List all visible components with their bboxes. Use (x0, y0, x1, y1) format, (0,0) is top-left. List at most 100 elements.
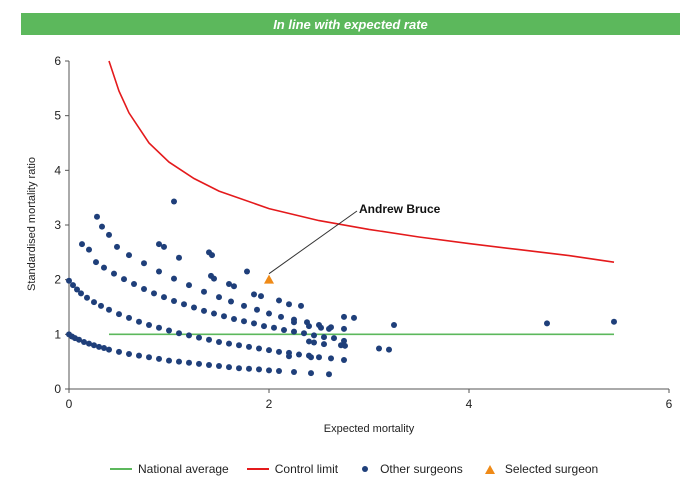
other-surgeons-swatch (362, 466, 369, 472)
other-surgeon-point (611, 318, 617, 325)
other-surgeon-point (114, 243, 120, 250)
other-surgeon-point (141, 260, 147, 267)
other-surgeon-point (291, 369, 297, 376)
x-tick-label: 0 (66, 397, 73, 411)
other-surgeon-point (70, 282, 76, 289)
other-surgeon-point (301, 330, 307, 337)
other-surgeon-point (126, 252, 132, 259)
other-surgeon-point (196, 334, 202, 341)
other-surgeon-point (209, 252, 215, 259)
other-surgeon-point (308, 354, 314, 361)
other-surgeon-point (93, 259, 99, 266)
other-surgeon-point (136, 318, 142, 325)
other-surgeon-point (106, 306, 112, 313)
other-surgeon-point (156, 324, 162, 331)
other-surgeon-point (216, 338, 222, 345)
other-surgeon-point (326, 325, 332, 332)
other-surgeon-point (246, 365, 252, 372)
selected-surgeon-point (264, 274, 274, 284)
other-surgeon-point (311, 339, 317, 346)
other-surgeon-point (186, 332, 192, 339)
other-surgeon-point (341, 313, 347, 320)
status-banner-text: In line with expected rate (273, 16, 428, 32)
legend-item-national-average: National average (110, 462, 229, 476)
other-surgeon-point (176, 330, 182, 337)
status-banner: In line with expected rate (21, 13, 680, 35)
y-tick-label: 2 (54, 273, 61, 287)
y-axis-title: Standardised mortality ratio (26, 157, 38, 291)
selected-surgeon-swatch (484, 464, 495, 474)
other-surgeon-point (286, 353, 292, 360)
other-surgeon-point (391, 322, 397, 329)
other-surgeon-point (176, 254, 182, 261)
other-surgeon-point (311, 332, 317, 339)
other-surgeon-point (176, 358, 182, 365)
other-surgeon-point (318, 324, 324, 331)
other-surgeon-point (266, 310, 272, 317)
other-surgeon-point (116, 348, 122, 355)
other-surgeon-point (79, 241, 85, 248)
other-surgeon-point (211, 275, 217, 282)
other-surgeon-point (131, 281, 137, 288)
other-surgeon-point (201, 288, 207, 295)
other-surgeon-point (342, 342, 348, 349)
other-surgeon-point (281, 326, 287, 333)
y-tick-label: 4 (54, 163, 61, 177)
legend-label-other-surgeons: Other surgeons (380, 462, 463, 476)
other-surgeon-point (126, 351, 132, 358)
other-surgeon-point (326, 371, 332, 378)
other-surgeon-point (78, 290, 84, 297)
other-surgeon-point (216, 294, 222, 301)
control-limit-layer (108, 60, 615, 263)
other-surgeon-point (321, 341, 327, 348)
legend-item-control-limit: Control limit (246, 462, 338, 476)
other-surgeon-point (76, 336, 82, 343)
legend-item-other-surgeons: Other surgeons (356, 462, 463, 476)
other-surgeon-point (81, 338, 87, 345)
x-tick-label: 6 (666, 397, 673, 411)
other-surgeon-point (231, 283, 237, 290)
other-surgeon-point (171, 275, 177, 282)
other-surgeon-point (331, 335, 337, 342)
other-surgeon-point (276, 348, 282, 355)
other-surgeon-point (111, 270, 117, 277)
other-surgeon-point (161, 243, 167, 250)
other-surgeons-layer (66, 198, 617, 378)
other-surgeon-point (171, 297, 177, 304)
other-surgeon-point (216, 363, 222, 370)
other-surgeon-point (96, 343, 102, 350)
other-surgeon-point (226, 281, 232, 288)
other-surgeon-point (74, 286, 80, 293)
other-surgeon-point (251, 291, 257, 298)
other-surgeon-point (258, 293, 264, 300)
other-surgeon-point (544, 320, 550, 327)
other-surgeon-point (341, 337, 347, 344)
other-surgeon-point (91, 299, 97, 306)
other-surgeon-point (306, 323, 312, 330)
other-surgeon-point (341, 357, 347, 364)
y-tick-label: 5 (54, 109, 61, 123)
other-surgeon-point (276, 297, 282, 304)
other-surgeon-point (121, 276, 127, 283)
other-surgeon-point (141, 285, 147, 292)
other-surgeon-point (308, 370, 314, 377)
other-surgeon-point (241, 318, 247, 325)
other-surgeon-point (254, 306, 260, 313)
other-surgeon-point (136, 352, 142, 359)
other-surgeon-point (186, 282, 192, 289)
other-surgeon-point (228, 298, 234, 305)
other-surgeon-point (191, 304, 197, 311)
other-surgeon-point (116, 311, 122, 318)
other-surgeon-point (146, 354, 152, 361)
other-surgeon-point (181, 301, 187, 308)
other-surgeon-point (291, 319, 297, 326)
other-surgeon-point (186, 359, 192, 366)
other-surgeon-point (231, 316, 237, 323)
other-surgeon-point (98, 302, 104, 309)
other-surgeon-point (101, 264, 107, 271)
other-surgeon-point (206, 361, 212, 368)
other-surgeon-point (296, 351, 302, 358)
other-surgeon-point (106, 231, 112, 238)
other-surgeon-point (166, 327, 172, 334)
other-surgeon-point (316, 354, 322, 361)
